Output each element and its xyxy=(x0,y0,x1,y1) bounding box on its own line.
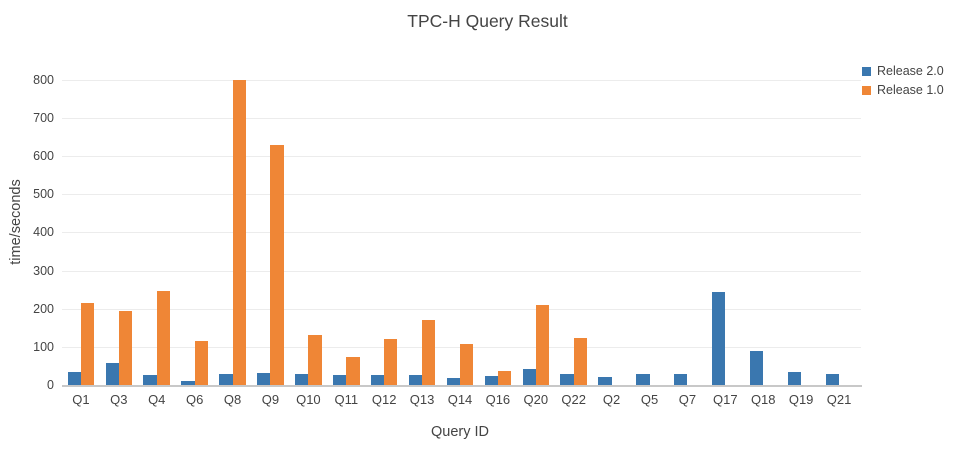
bar-release-2-0-q17 xyxy=(712,291,726,385)
bar-release-2-0-q8 xyxy=(219,373,233,385)
x-tick-label-q22: Q22 xyxy=(561,392,586,407)
bar-release-2-0-q11 xyxy=(333,375,347,385)
bar-release-2-0-q14 xyxy=(446,378,460,385)
bar-release-2-0-q3 xyxy=(105,363,119,385)
x-tick-label-q4: Q4 xyxy=(148,392,166,407)
y-tick-label-0: 0 xyxy=(47,378,54,392)
bar-release-2-0-q2 xyxy=(598,376,612,385)
bar-release-2-0-q20 xyxy=(522,368,536,385)
gridline-y200 xyxy=(62,308,861,310)
x-tick-label-q12: Q12 xyxy=(371,392,397,407)
x-axis-title: Query ID xyxy=(430,424,489,440)
x-tick-label-q8: Q8 xyxy=(223,392,242,407)
x-tick-label-q10: Q10 xyxy=(296,392,321,407)
bar-release-2-0-q6 xyxy=(181,380,195,385)
y-tick-label-600: 600 xyxy=(33,149,54,164)
bar-release-1-0-q9 xyxy=(270,144,284,385)
x-tick-label-q6: Q6 xyxy=(185,392,204,407)
gridline-y800 xyxy=(62,79,861,81)
bar-release-2-0-q16 xyxy=(484,375,498,385)
y-tick-label-400: 400 xyxy=(33,225,54,240)
y-tick-label-100: 100 xyxy=(33,339,54,354)
y-tick-label-700: 700 xyxy=(33,110,54,125)
bar-release-2-0-q10 xyxy=(295,374,309,385)
legend-label-release-1-0: Release 1.0 xyxy=(877,83,944,97)
bar-release-1-0-q14 xyxy=(460,343,474,385)
bar-release-2-0-q9 xyxy=(257,372,271,385)
chart-title: TPC-H Query Result xyxy=(407,11,568,31)
bar-release-2-0-q1 xyxy=(67,372,81,385)
bar-release-1-0-q16 xyxy=(497,370,512,385)
x-tick-label-q9: Q9 xyxy=(261,392,280,407)
x-tick-label-q7: Q7 xyxy=(678,392,697,407)
bar-release-2-0-q13 xyxy=(408,375,423,385)
bar-release-1-0-q12 xyxy=(384,339,398,385)
bar-release-2-0-q7 xyxy=(674,373,688,385)
x-tick-label-q18: Q18 xyxy=(750,392,776,407)
legend-swatch-release-2-0-icon xyxy=(862,66,871,76)
gridline-y300 xyxy=(62,270,861,272)
x-tick-label-q20: Q20 xyxy=(523,392,549,407)
bar-release-1-0-q4 xyxy=(156,290,171,385)
y-tick-label-200: 200 xyxy=(33,301,54,316)
x-tick-label-q1: Q1 xyxy=(72,392,90,407)
legend-item-release-2-0[interactable]: Release 2.0 xyxy=(862,64,944,78)
x-tick-label-q17: Q17 xyxy=(713,392,738,407)
x-tick-label-q13: Q13 xyxy=(409,392,435,407)
bar-release-2-0-q18 xyxy=(749,351,764,385)
x-tick-label-q5: Q5 xyxy=(640,392,659,407)
x-tick-label-q2: Q2 xyxy=(602,392,621,407)
gridline-y500 xyxy=(62,194,861,196)
legend: Release 2.0 Release 1.0 xyxy=(862,64,944,102)
legend-label-release-2-0: Release 2.0 xyxy=(877,64,944,78)
bar-release-1-0-q20 xyxy=(535,304,550,385)
gridline-y400 xyxy=(62,232,861,234)
x-tick-label-q14: Q14 xyxy=(447,392,473,407)
legend-item-release-1-0[interactable]: Release 1.0 xyxy=(862,83,944,97)
bar-release-1-0-q13 xyxy=(422,319,436,385)
x-tick-label-q11: Q11 xyxy=(334,392,359,407)
y-tick-label-300: 300 xyxy=(33,263,54,278)
bar-release-2-0-q12 xyxy=(370,375,385,385)
x-tick-label-q21: Q21 xyxy=(826,392,852,407)
gridline-y600 xyxy=(62,156,861,158)
x-tick-label-q19: Q19 xyxy=(788,392,814,407)
bar-release-1-0-q8 xyxy=(232,79,246,385)
y-tick-label-500: 500 xyxy=(33,187,54,202)
legend-swatch-release-1-0-icon xyxy=(862,85,871,95)
gridline-y700 xyxy=(62,117,861,119)
bar-release-1-0-q10 xyxy=(308,335,322,385)
bar-release-2-0-q4 xyxy=(143,374,157,385)
bar-release-1-0-q22 xyxy=(573,338,587,385)
x-tick-label-q3: Q3 xyxy=(110,392,128,407)
bar-release-1-0-q1 xyxy=(80,303,95,385)
bar-release-1-0-q6 xyxy=(194,340,208,385)
bar-release-2-0-q21 xyxy=(825,373,840,385)
y-tick-label-800: 800 xyxy=(33,72,54,87)
bar-release-2-0-q19 xyxy=(787,372,802,385)
bar-release-1-0-q3 xyxy=(118,311,133,385)
bar-release-2-0-q22 xyxy=(560,374,574,385)
x-tick-label-q16: Q16 xyxy=(485,392,511,407)
x-axis-line xyxy=(62,385,862,387)
bar-release-1-0-q11 xyxy=(346,357,360,385)
bar-release-2-0-q5 xyxy=(636,374,650,385)
